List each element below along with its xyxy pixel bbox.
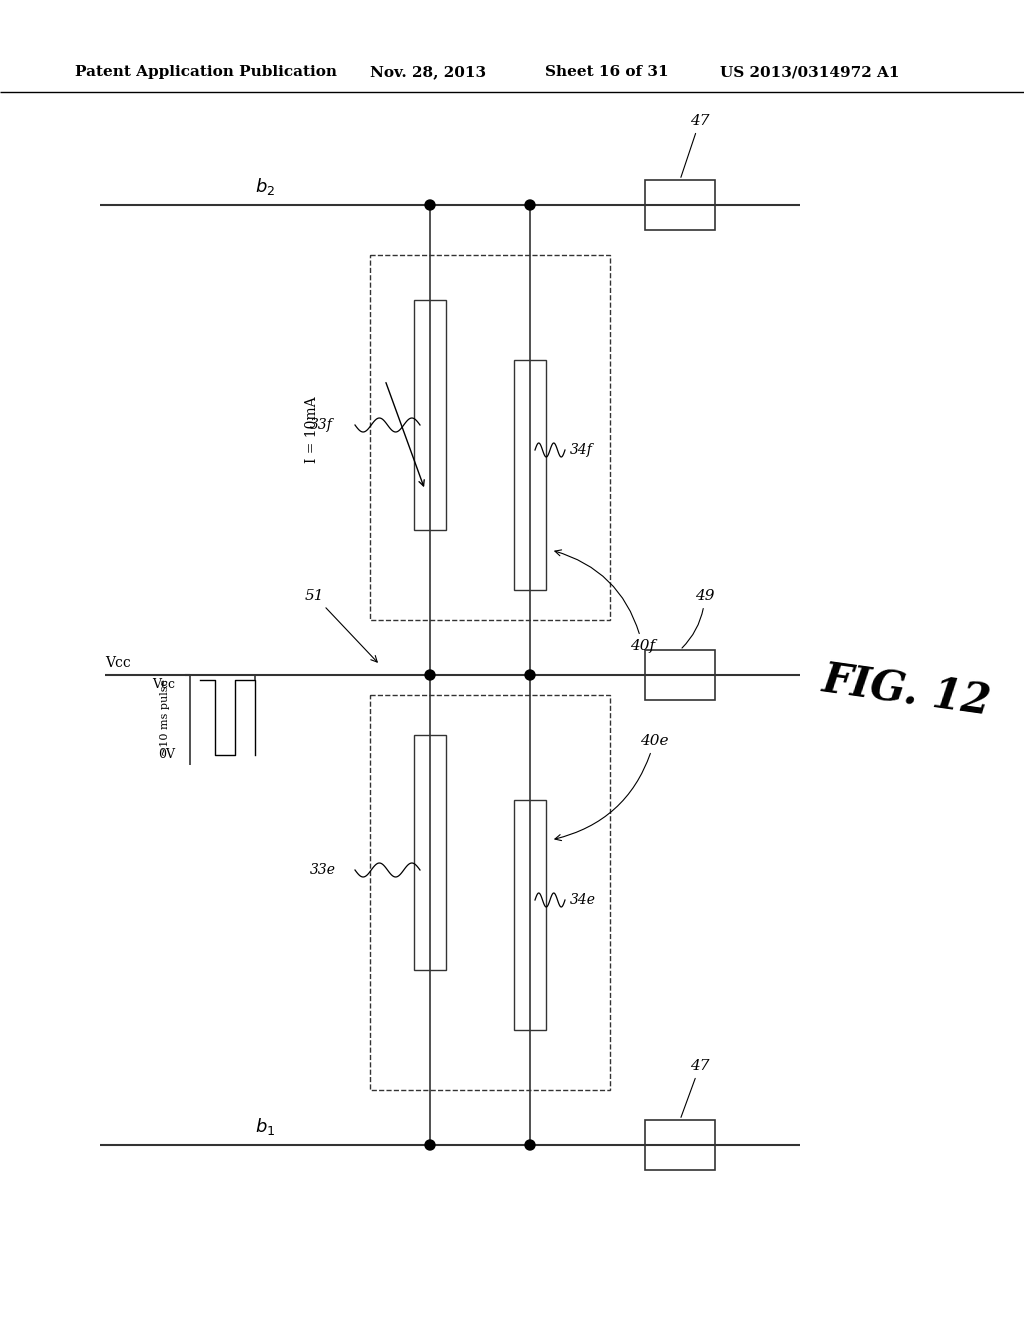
Text: 47: 47 — [681, 1059, 710, 1118]
Circle shape — [525, 1140, 535, 1150]
Circle shape — [425, 671, 435, 680]
Bar — [645, 649, 715, 700]
Text: Nov. 28, 2013: Nov. 28, 2013 — [370, 65, 486, 79]
Bar — [414, 735, 446, 970]
Text: 34e: 34e — [570, 894, 596, 907]
Text: 34f: 34f — [570, 444, 593, 457]
Text: US 2013/0314972 A1: US 2013/0314972 A1 — [720, 65, 899, 79]
Text: Sheet 16 of 31: Sheet 16 of 31 — [545, 65, 669, 79]
Text: 40f: 40f — [555, 550, 655, 653]
Text: 49: 49 — [682, 589, 715, 648]
Bar — [370, 696, 610, 1090]
Text: 51: 51 — [305, 589, 377, 663]
Bar — [645, 180, 715, 230]
Circle shape — [425, 201, 435, 210]
Text: 40e: 40e — [555, 734, 669, 841]
Circle shape — [525, 201, 535, 210]
Text: I = 10mA: I = 10mA — [305, 397, 319, 463]
Circle shape — [425, 1140, 435, 1150]
Text: $b_1$: $b_1$ — [255, 1115, 275, 1137]
Bar — [414, 300, 446, 531]
Text: 47: 47 — [681, 114, 710, 177]
Text: Patent Application Publication: Patent Application Publication — [75, 65, 337, 79]
Text: 33e: 33e — [310, 863, 336, 876]
Bar — [514, 360, 546, 590]
Text: 33f: 33f — [310, 418, 333, 432]
Bar — [514, 800, 546, 1030]
Bar — [370, 255, 610, 620]
Text: $b_2$: $b_2$ — [255, 176, 275, 197]
Text: Vcc: Vcc — [105, 656, 131, 671]
Circle shape — [525, 671, 535, 680]
Bar — [645, 1119, 715, 1170]
Text: ~10 ms pulse: ~10 ms pulse — [160, 678, 170, 755]
Text: FIG. 12: FIG. 12 — [820, 657, 994, 722]
Text: 0V: 0V — [158, 748, 175, 762]
Text: Vcc: Vcc — [152, 678, 175, 690]
